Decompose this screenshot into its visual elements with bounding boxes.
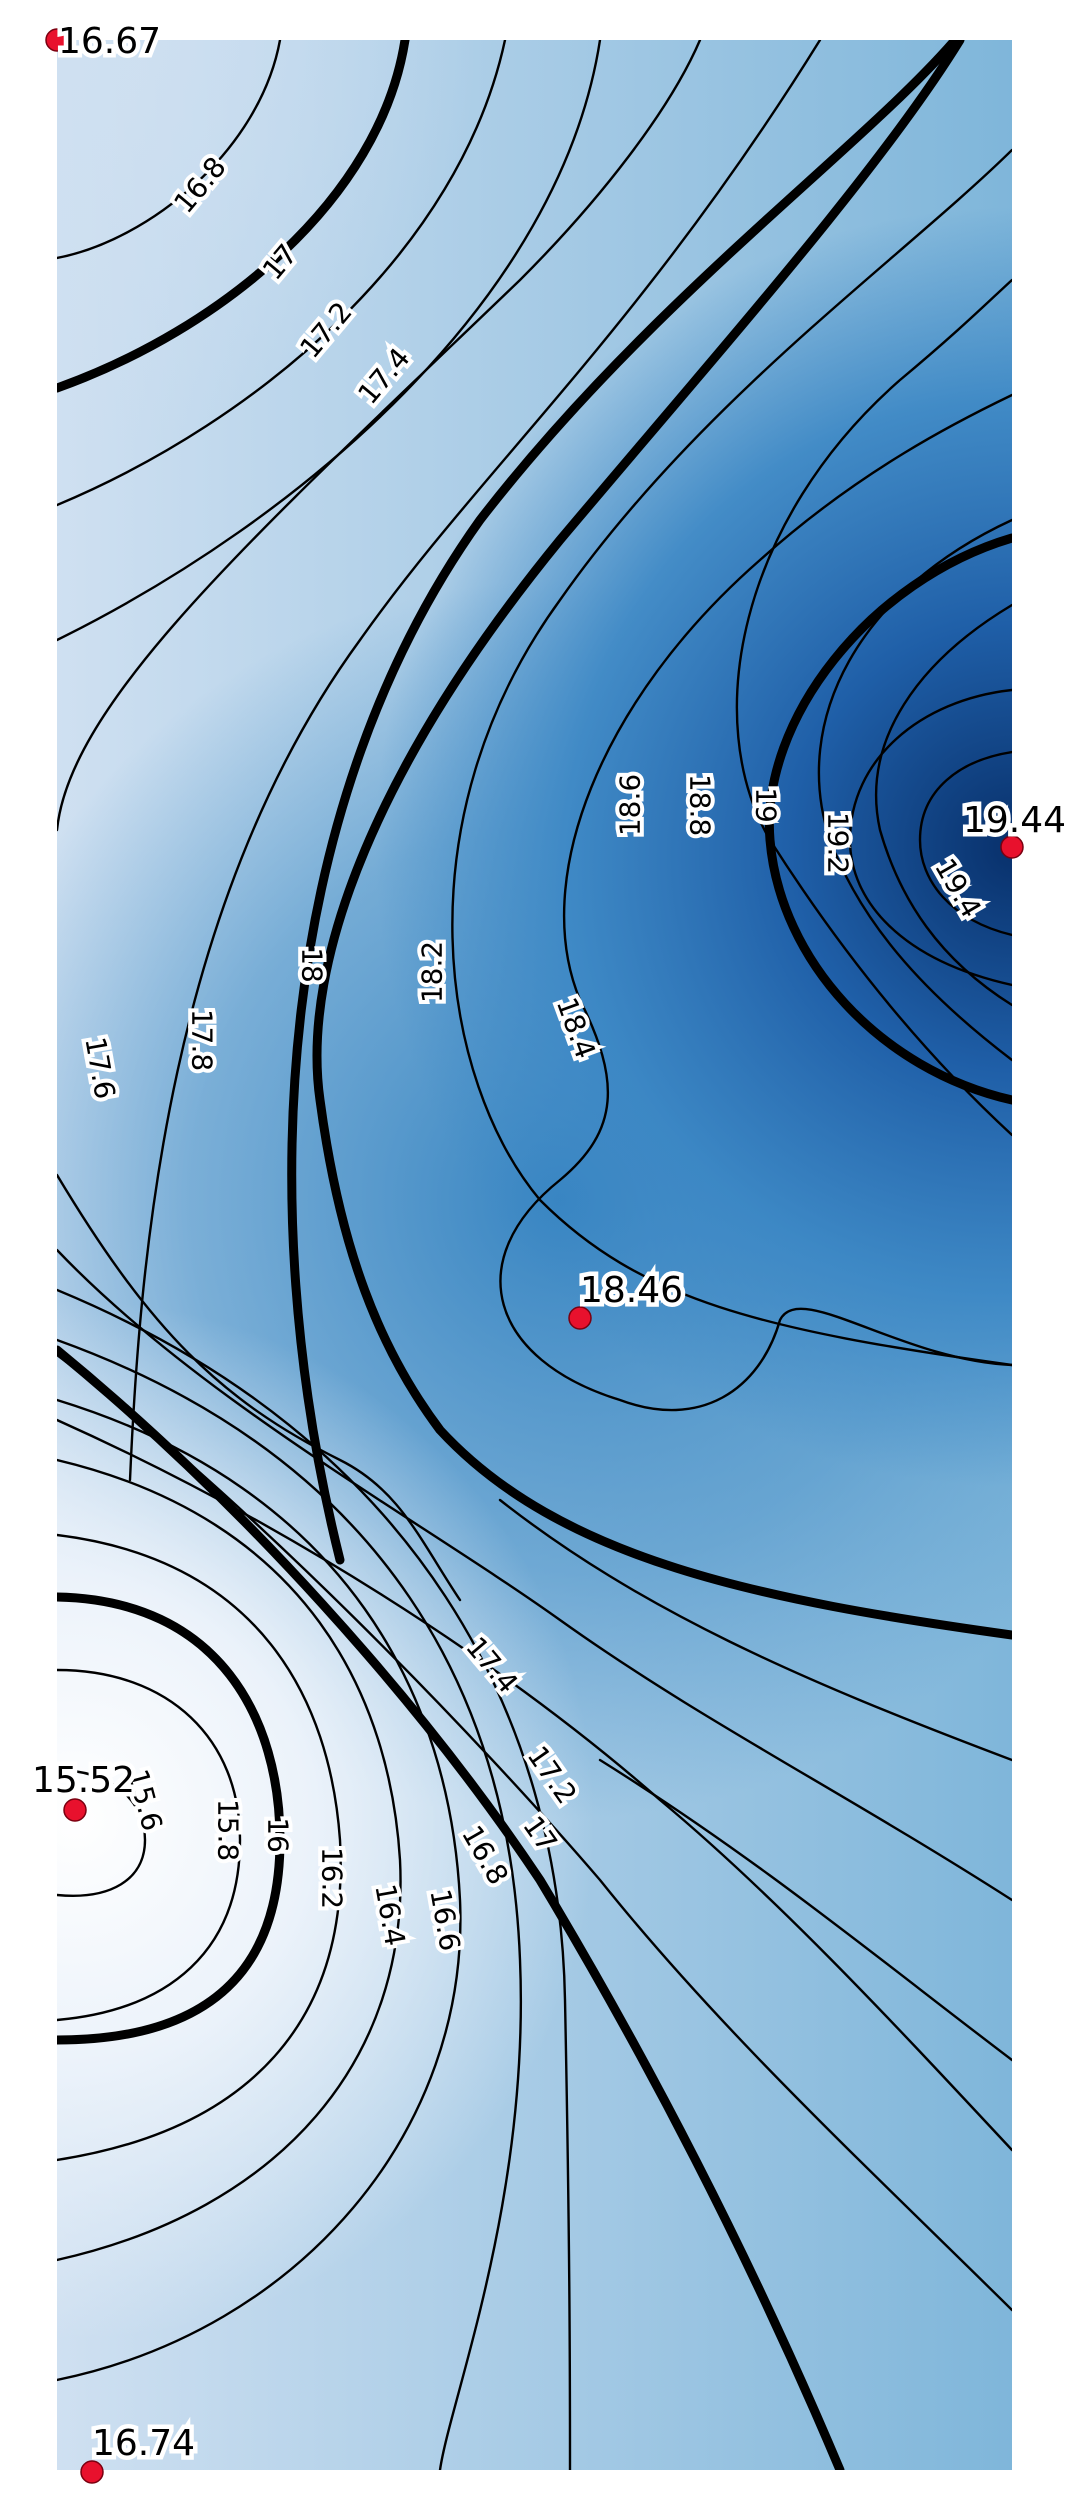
sample-label: 19.44 — [963, 800, 1066, 841]
contour-line — [499, 393, 1012, 1412]
contour-label: 16.2 — [316, 1847, 349, 1909]
contour-line — [57, 1398, 462, 2382]
contour-line — [57, 40, 602, 642]
sample-label: 18.46 — [580, 1270, 683, 1311]
contour-line — [451, 148, 1012, 1367]
contour-label: 17.8 — [186, 1009, 219, 1071]
contour-line — [57, 1418, 1012, 2152]
sample-label: 16.67 — [58, 21, 161, 62]
contour-line — [57, 40, 702, 832]
sample-point: 18.46 — [568, 1266, 688, 1330]
sample-point: 15.52 — [28, 1756, 140, 1822]
contour-line — [57, 1288, 572, 2470]
contour-label: 18.6 — [614, 774, 647, 836]
contour-line — [498, 1498, 1012, 1762]
sample-point: 16.67 — [45, 17, 166, 67]
sample-label: 16.74 — [92, 2423, 195, 2464]
contour-line — [57, 1533, 342, 2162]
contour-label: 15.8 — [212, 1799, 245, 1861]
contour-label: 18.2 — [416, 941, 449, 1003]
contour-line — [764, 533, 1012, 1105]
contour-lines — [57, 40, 1012, 2470]
contour-line — [57, 40, 282, 260]
contour-line — [57, 1592, 285, 2045]
sample-point: 19.44 — [959, 796, 1071, 859]
sample-point: 16.74 — [80, 2419, 200, 2484]
contour-label: 19.2 — [822, 812, 855, 874]
contour-line — [57, 1668, 242, 2022]
contour-line — [918, 750, 1012, 937]
contour-line — [735, 278, 1012, 1137]
contour-line — [875, 603, 1012, 1007]
contour-line — [57, 40, 410, 393]
contour-line — [57, 1248, 1012, 1902]
contour-line — [57, 1338, 523, 2470]
color-field — [57, 40, 1012, 2470]
contour-label: 18 — [296, 947, 329, 983]
contour-line — [598, 1758, 1012, 2062]
contour-label: 18.8 — [684, 774, 717, 836]
contour-line — [57, 1768, 147, 1897]
contour-line — [128, 40, 822, 1482]
contour-line — [312, 40, 1012, 1640]
contour-label: 16 — [262, 1817, 295, 1853]
contour-line — [848, 688, 1012, 987]
contour-line — [57, 1458, 402, 2262]
contour-line — [57, 1353, 1012, 2312]
contour-line — [57, 1173, 462, 1602]
contour-line — [287, 40, 960, 1565]
contour-line — [57, 40, 507, 507]
contour-label: 19 — [750, 787, 783, 823]
sample-label: 15.52 — [32, 1760, 135, 1801]
sample-points: 16.67 19.44 18.46 15.52 16.74 — [28, 17, 1071, 2484]
